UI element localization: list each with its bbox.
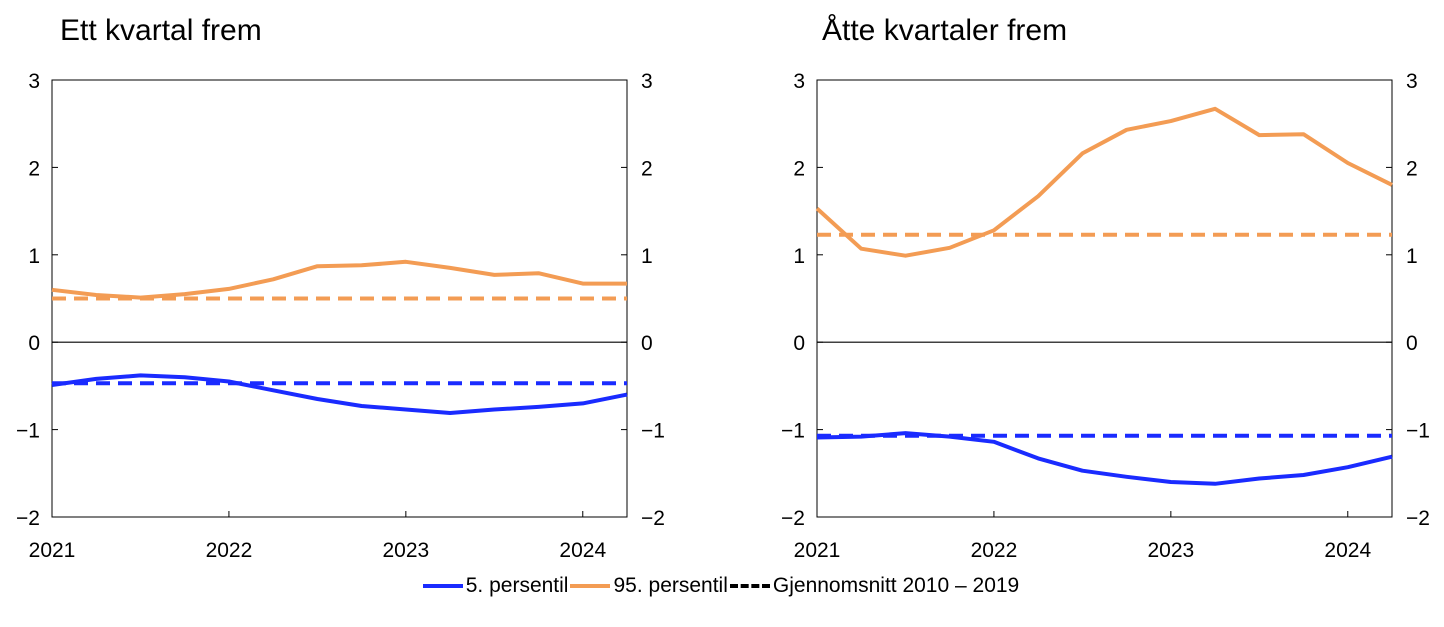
y-tick-label-left: 3: [793, 70, 805, 93]
series-line-p95: [51, 259, 627, 300]
x-tick-label: 2023: [1147, 539, 1194, 562]
legend-item-average: Gjennomsnitt 2010 – 2019: [729, 574, 1020, 598]
y-tick-label-left: 3: [28, 70, 40, 93]
y-tick-label-right: 1: [1406, 245, 1418, 268]
legend-item-p5: 5. persentil: [422, 574, 569, 598]
y-tick-label-right: −1: [641, 420, 665, 443]
y-tick-label-left: 0: [793, 332, 805, 355]
series-line-p95: [815, 106, 1393, 258]
y-tick-label-right: −1: [1406, 420, 1430, 443]
y-tick-label-right: 0: [1406, 332, 1418, 355]
x-tick-label: 2023: [382, 539, 429, 562]
x-tick-label: 2022: [971, 539, 1018, 562]
series-line-p5: [51, 373, 628, 415]
y-tick-label-left: −1: [16, 420, 40, 443]
y-tick-label-left: 1: [793, 245, 805, 268]
y-tick-label-right: 0: [641, 332, 653, 355]
series-line-p5: [816, 431, 1393, 486]
plot-frame: [816, 79, 1393, 518]
y-tick-label-left: 2: [28, 157, 40, 180]
legend-swatch-average: [729, 584, 770, 588]
legend: 5. persentil 95. persentil Gjennomsnitt …: [0, 574, 1444, 598]
y-tick-label-left: 1: [28, 245, 40, 268]
y-tick-label-right: 2: [1406, 157, 1418, 180]
y-tick-label-left: 0: [28, 332, 40, 355]
y-tick-label-right: 1: [641, 245, 653, 268]
chart-title: Ett kvartal frem: [60, 14, 262, 47]
x-tick-label: 2021: [794, 539, 841, 562]
y-tick-label-right: −2: [641, 507, 665, 530]
y-tick-label-right: 3: [641, 70, 653, 93]
chart-title: Åtte kvartaler frem: [822, 14, 1067, 47]
x-tick-label: 2022: [206, 539, 253, 562]
y-tick-label-left: 2: [793, 157, 805, 180]
legend-label: 95. persentil: [613, 574, 728, 597]
x-tick-label: 2021: [29, 539, 76, 562]
legend-swatch-p5: [422, 584, 463, 588]
y-tick-label-right: 3: [1406, 70, 1418, 93]
y-tick-label-left: −1: [781, 420, 805, 443]
x-tick-label: 2024: [559, 539, 606, 562]
y-tick-label-right: 2: [641, 157, 653, 180]
x-tick-label: 2024: [1324, 539, 1371, 562]
legend-label: 5. persentil: [465, 574, 569, 597]
legend-label: Gjennomsnitt 2010 – 2019: [772, 574, 1020, 597]
y-tick-label-right: −2: [1406, 507, 1430, 530]
legend-swatch-p95: [570, 584, 611, 588]
legend-item-p95: 95. persentil: [570, 574, 728, 598]
y-tick-label-left: −2: [16, 507, 40, 530]
y-tick-label-left: −2: [781, 507, 805, 530]
